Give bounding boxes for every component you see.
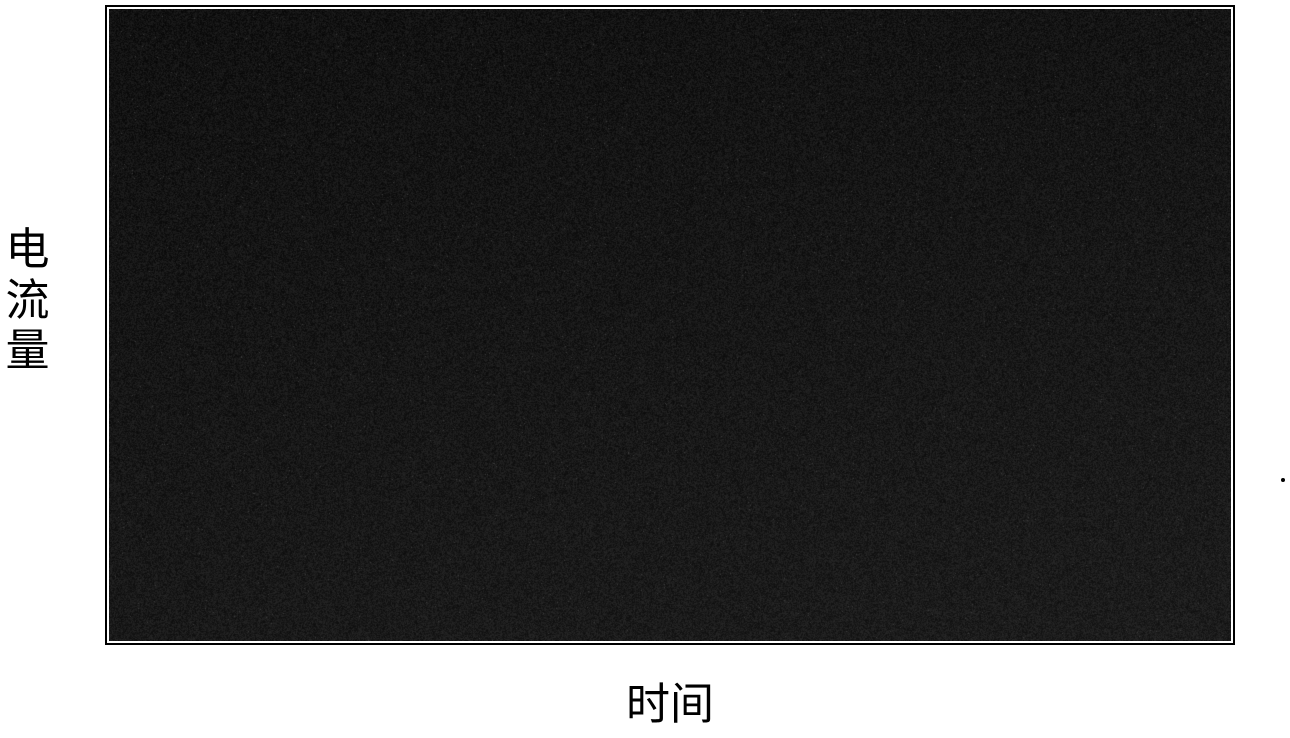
y-axis-label-char: 量 (0, 326, 55, 377)
y-axis-label-char: 电 (0, 225, 55, 276)
chart-background-fill (109, 9, 1231, 641)
y-axis-label-char: 流 (0, 276, 55, 327)
chart-plot-area (105, 5, 1235, 645)
y-axis-label: 电 流 量 (0, 225, 55, 377)
x-axis-label: 时间 (105, 668, 1235, 732)
decorative-dot (1281, 478, 1285, 482)
